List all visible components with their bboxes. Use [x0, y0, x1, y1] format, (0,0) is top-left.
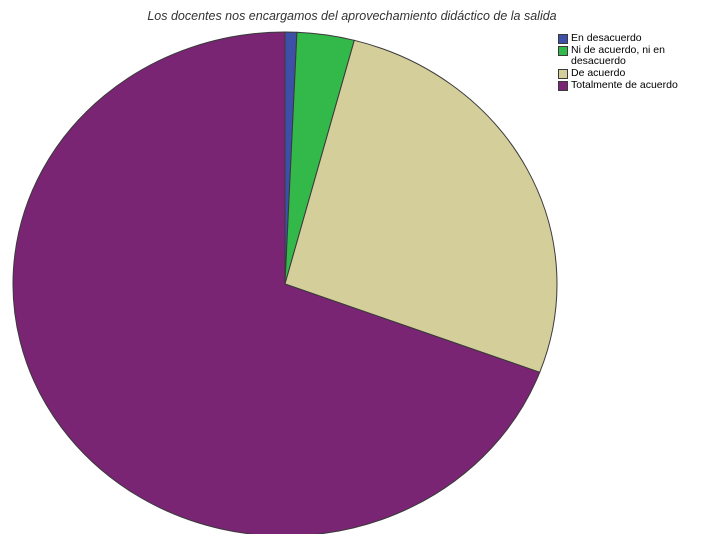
legend-swatch	[558, 69, 568, 79]
legend-item-en-desacuerdo: En desacuerdo	[558, 33, 704, 44]
legend: En desacuerdo Ni de acuerdo, ni en desac…	[558, 33, 704, 92]
legend-swatch	[558, 81, 568, 91]
legend-label: Ni de acuerdo, ni en desacuerdo	[571, 44, 665, 67]
pie-slice-de-acuerdo	[284, 39, 558, 373]
legend-item-de-acuerdo: De acuerdo	[558, 68, 704, 79]
chart-title: Los docentes nos encargamos del aprovech…	[147, 9, 557, 23]
legend-label: Totalmente de acuerdo	[571, 79, 678, 91]
legend-label: De acuerdo	[571, 67, 626, 79]
legend-item-ni-de-acuerdo: Ni de acuerdo, ni en desacuerdo	[558, 45, 704, 67]
legend-swatch	[558, 34, 568, 44]
legend-label: En desacuerdo	[571, 32, 642, 44]
legend-item-totalmente-de-acuerdo: Totalmente de acuerdo	[558, 80, 704, 91]
legend-swatch	[558, 46, 568, 56]
pie-slice-totalmente-de-acuerdo	[12, 31, 541, 534]
